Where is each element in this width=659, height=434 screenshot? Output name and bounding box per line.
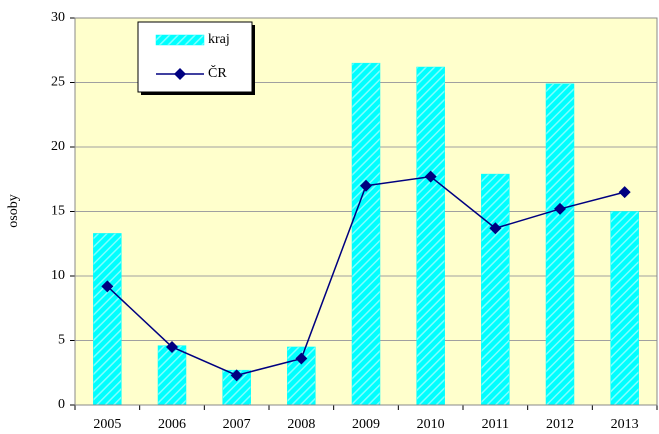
- x-tick-label: 2008: [287, 417, 315, 432]
- y-tick-label: 0: [58, 397, 65, 412]
- x-tick-label: 2010: [417, 417, 445, 432]
- legend-swatch: [155, 34, 205, 46]
- y-tick-label: 30: [51, 10, 65, 25]
- marker: [489, 222, 502, 235]
- bar: [93, 233, 122, 406]
- legend: [137, 21, 253, 93]
- bar: [481, 173, 510, 406]
- x-tick-label: 2011: [482, 417, 509, 432]
- x-tick-label: 2005: [93, 417, 121, 432]
- y-tick-label: 5: [58, 333, 65, 348]
- marker: [360, 179, 372, 192]
- x-tick-label: 2006: [158, 417, 186, 432]
- marker: [295, 352, 308, 365]
- bar: [157, 345, 187, 406]
- y-tick-label: 10: [51, 268, 65, 283]
- marker: [618, 186, 631, 199]
- marker: [166, 340, 178, 353]
- y-axis-label: osoby: [6, 194, 21, 227]
- marker: [554, 202, 566, 215]
- legend-label: kraj: [208, 32, 230, 47]
- y-tick-label: 15: [51, 204, 65, 219]
- x-tick-label: 2009: [352, 417, 380, 432]
- x-tick-label: 2007: [223, 417, 251, 432]
- bar: [351, 62, 381, 406]
- y-tick-label: 25: [51, 75, 65, 90]
- bar: [610, 211, 639, 406]
- x-tick-label: 2013: [611, 417, 639, 432]
- legend-marker: [174, 68, 186, 80]
- marker: [230, 369, 243, 382]
- marker: [424, 170, 437, 183]
- x-tick-label: 2012: [546, 417, 574, 432]
- marker: [101, 280, 114, 293]
- bar: [545, 83, 575, 406]
- bar: [416, 66, 445, 406]
- legend-label: ČR: [208, 64, 227, 81]
- y-tick-label: 20: [51, 139, 65, 154]
- plot-border: [74, 17, 658, 406]
